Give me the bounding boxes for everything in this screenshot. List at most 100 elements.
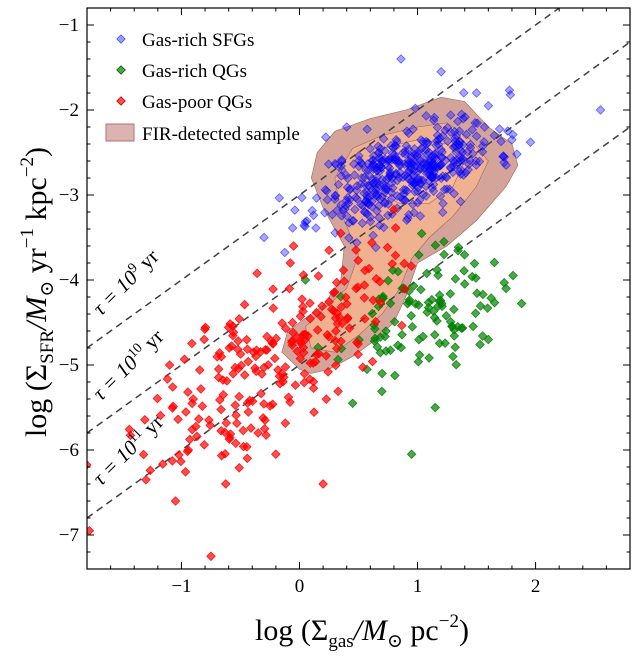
data-point <box>394 157 404 167</box>
data-point <box>432 265 442 275</box>
data-point <box>396 54 406 64</box>
data-point <box>308 210 319 221</box>
data-point <box>285 397 295 407</box>
data-point <box>243 407 254 417</box>
data-point <box>371 176 381 186</box>
data-point <box>298 270 309 280</box>
data-point <box>353 255 363 266</box>
data-point <box>489 130 500 141</box>
data-point <box>413 175 424 186</box>
data-point <box>205 420 215 431</box>
data-point <box>502 126 513 136</box>
data-point <box>213 364 224 374</box>
data-point <box>220 479 231 489</box>
legend-item-rich-qg: Gas-rich QGs <box>116 61 247 82</box>
data-point <box>475 339 485 350</box>
data-point <box>458 155 468 166</box>
data-point <box>188 394 199 404</box>
data-point <box>331 277 342 288</box>
data-point <box>501 283 511 294</box>
data-point <box>396 320 407 331</box>
data-point <box>380 198 390 209</box>
data-point <box>162 374 173 384</box>
data-point <box>170 496 181 506</box>
data-point <box>324 245 334 256</box>
data-point <box>448 351 458 362</box>
data-point <box>356 173 367 183</box>
data-point <box>345 184 355 194</box>
data-point <box>418 159 429 170</box>
data-point <box>367 237 377 248</box>
data-point <box>309 407 319 418</box>
data-point <box>412 148 422 159</box>
data-point <box>125 430 136 441</box>
data-point <box>504 85 515 96</box>
data-point <box>290 205 300 215</box>
scatter-points <box>87 54 606 562</box>
legend: Gas-rich SFGs Gas-rich QGs Gas-poor QGs … <box>105 30 300 145</box>
data-point <box>435 160 446 170</box>
data-point <box>341 195 352 206</box>
data-point <box>440 171 451 182</box>
data-point <box>435 133 445 143</box>
data-point <box>244 395 255 406</box>
data-point <box>471 131 482 142</box>
data-point <box>409 207 419 218</box>
data-point <box>216 351 227 362</box>
data-point <box>274 193 285 203</box>
data-point <box>436 160 447 170</box>
data-point <box>410 103 421 114</box>
data-point <box>426 172 437 182</box>
data-point <box>322 194 333 205</box>
data-point <box>379 146 390 156</box>
data-point <box>242 441 252 452</box>
data-point <box>372 342 383 352</box>
data-point <box>295 311 306 322</box>
data-point <box>298 301 308 312</box>
data-point <box>324 296 334 307</box>
data-point <box>196 384 206 394</box>
data-point <box>331 326 341 336</box>
legend-item-poor-qg: Gas-poor QGs <box>116 92 252 113</box>
data-point <box>342 173 353 184</box>
data-point <box>399 195 410 205</box>
data-point <box>221 418 232 428</box>
data-point <box>224 343 235 353</box>
data-point <box>418 136 428 147</box>
data-point <box>259 423 270 434</box>
data-point <box>330 360 341 371</box>
x-axis-label: log (Σgas/M⊙ pc−2) <box>255 611 469 652</box>
data-point <box>385 168 395 179</box>
data-point <box>167 382 178 392</box>
data-point <box>341 122 352 132</box>
data-point <box>356 199 366 210</box>
data-point <box>323 367 333 377</box>
data-point <box>367 356 378 367</box>
data-point <box>287 223 298 233</box>
data-point <box>455 152 466 163</box>
data-point <box>303 331 313 341</box>
data-point <box>141 474 151 485</box>
data-point <box>498 151 509 161</box>
data-point <box>342 211 352 221</box>
data-point <box>445 288 456 299</box>
data-point <box>407 322 418 332</box>
data-point <box>349 170 360 180</box>
data-point <box>338 265 349 275</box>
data-point <box>297 294 307 304</box>
data-point <box>124 424 135 435</box>
x-tick-label: 2 <box>531 576 541 597</box>
data-point <box>445 127 456 137</box>
data-point <box>494 124 505 134</box>
data-point <box>512 149 522 159</box>
data-point <box>448 155 459 166</box>
data-point <box>145 465 156 476</box>
data-point <box>421 268 432 279</box>
data-point <box>311 193 322 203</box>
data-point <box>469 258 480 269</box>
data-point <box>465 143 476 153</box>
data-point <box>389 149 400 160</box>
data-point <box>357 362 368 373</box>
data-point <box>313 342 323 353</box>
data-point <box>450 342 461 353</box>
